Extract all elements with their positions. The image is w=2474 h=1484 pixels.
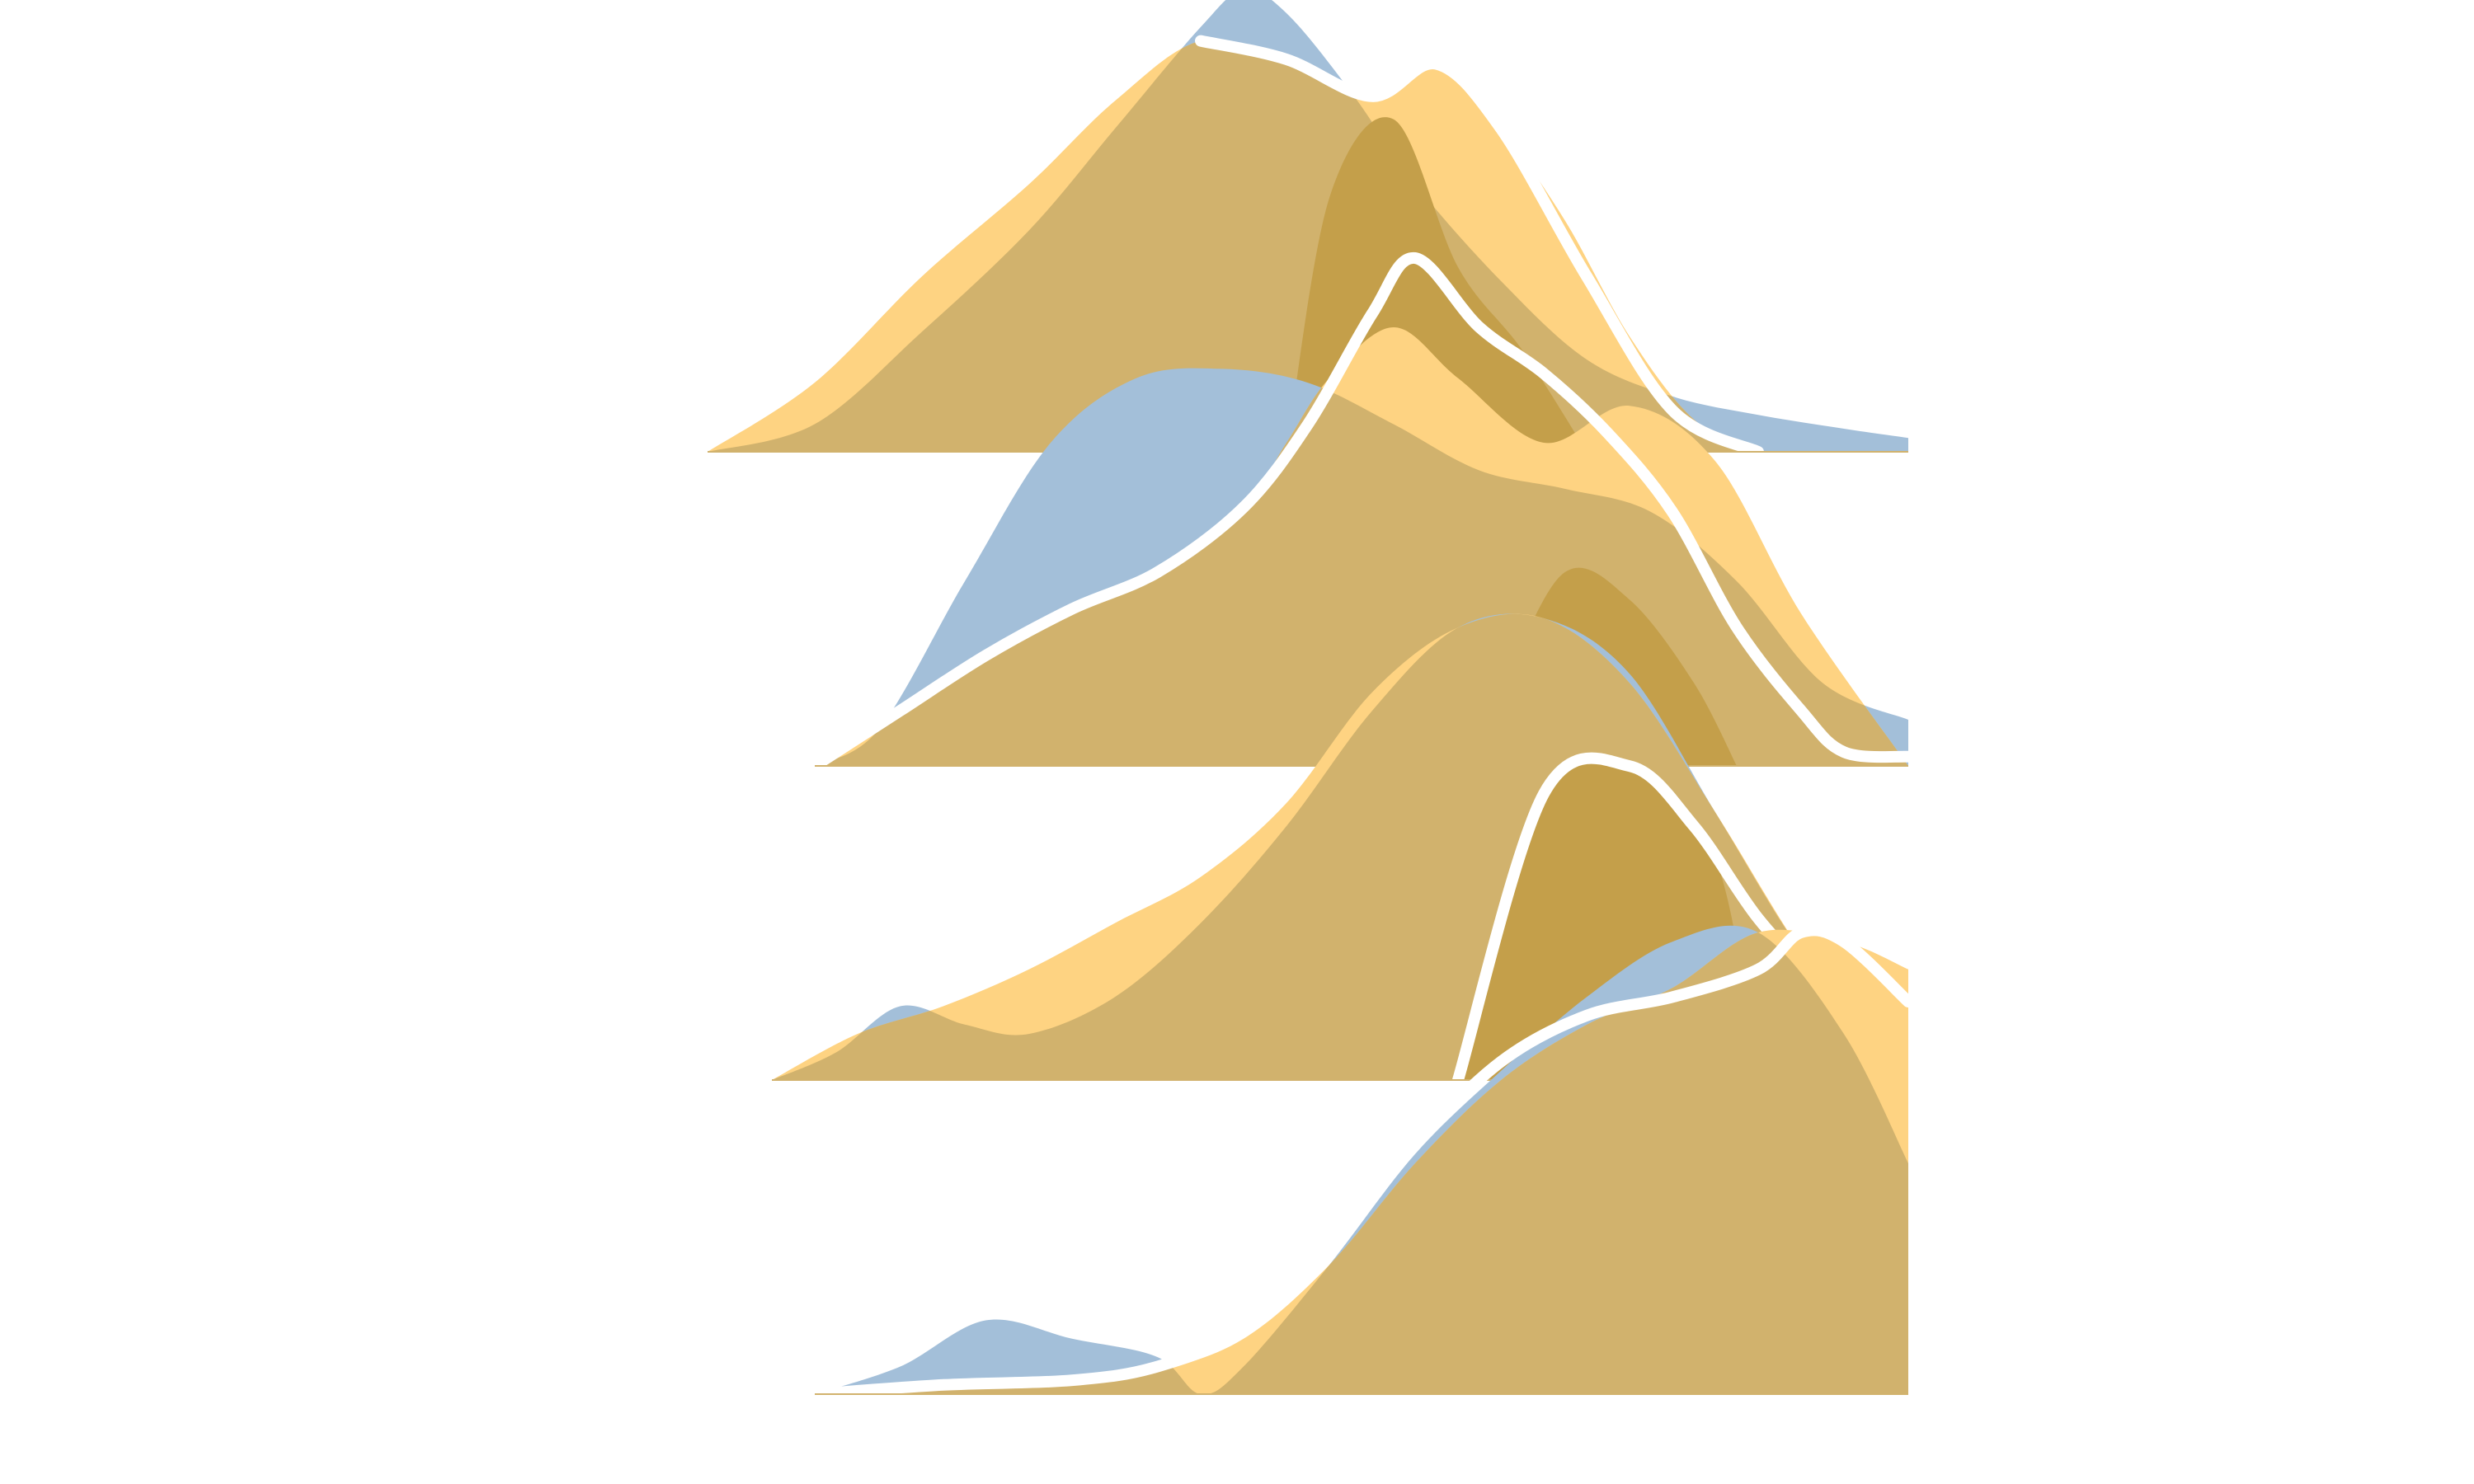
ridge-row-2-outline-line (809, 252, 1908, 772)
ridge-row-4-outline-line (809, 924, 1908, 1400)
ridge-row-4 (809, 924, 1908, 1400)
ridge-row-4-overlap-area (815, 929, 1908, 1394)
ridge-rows (708, 0, 1908, 1400)
ridge-row-1-outline-line (1195, 35, 1764, 458)
ridge-row-1 (708, 0, 1908, 458)
ridge-row-3 (772, 613, 1908, 1086)
